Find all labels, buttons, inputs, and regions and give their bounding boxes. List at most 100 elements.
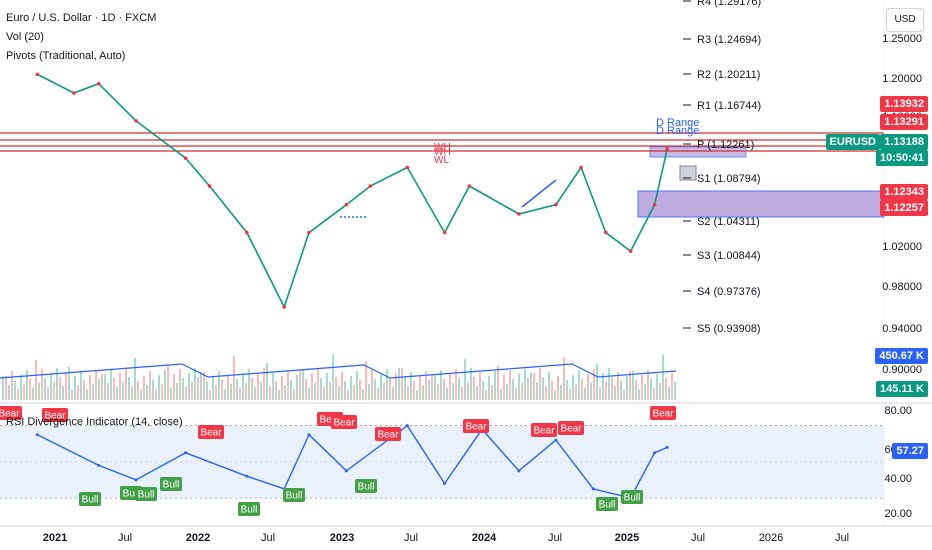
volume-bar: [131, 386, 133, 400]
volume-bar: [254, 387, 256, 400]
volume-bar: [671, 373, 673, 400]
volume-bar: [35, 360, 37, 400]
rsi-point: [517, 469, 521, 473]
volume-bar: [305, 379, 307, 400]
volume-bar: [302, 370, 304, 400]
volume-bar: [452, 383, 454, 400]
bull-tag: Bull: [160, 477, 182, 491]
volume-bar: [281, 376, 283, 400]
bear-tag-bg: [375, 427, 401, 441]
rsi-point: [307, 433, 311, 437]
bear-tag-label: Bear: [465, 422, 487, 433]
volume-bar: [449, 374, 451, 400]
volume-bar: [572, 375, 574, 400]
pivots-indicator-label[interactable]: Pivots (Traditional, Auto): [6, 50, 126, 62]
volume-bar: [524, 369, 526, 400]
volume-bar: [500, 389, 502, 400]
bull-tag: Bull: [596, 497, 618, 511]
volume-bar: [59, 377, 61, 400]
volume-bar: [638, 389, 640, 400]
volume-bar: [269, 386, 271, 400]
rsi-indicator-label[interactable]: RSI Divergence Indicator (14, close): [6, 416, 183, 428]
volume-bar: [128, 377, 130, 400]
bull-tag-label: Bull: [138, 490, 155, 501]
pivot-label: S5 (0.93908): [697, 323, 761, 335]
bull-tag-bg: [160, 477, 182, 491]
volume-bar: [497, 366, 499, 400]
volume-bar: [386, 369, 388, 400]
volume-bar: [116, 387, 118, 400]
pivot-label: P (1.12261): [697, 139, 754, 151]
bear-tag-bg: [531, 423, 557, 437]
bull-tag-bg: [135, 487, 157, 501]
volume-bar: [83, 380, 85, 400]
volume-bar: [668, 387, 670, 400]
price-tick-label: 0.90000: [882, 364, 922, 376]
volume-bar: [404, 377, 406, 400]
volume-bar: [536, 382, 538, 400]
rsi-point: [97, 463, 101, 467]
volume-bar: [218, 371, 220, 400]
time-tick-label: 2021: [43, 532, 67, 544]
volume-bar: [551, 381, 553, 400]
purple-zone: [637, 190, 885, 218]
price-badge: 1.13188: [880, 134, 928, 150]
bull-tag-label: Bull: [599, 500, 616, 511]
volume-indicator-label[interactable]: Vol (20): [6, 31, 44, 43]
volume-bar: [104, 374, 106, 400]
volume-bar: [485, 390, 487, 400]
bear-tag: Bear: [463, 419, 489, 433]
volume-bar: [392, 387, 394, 400]
volume-bar: [200, 372, 202, 400]
bear-tag: Bear: [375, 427, 401, 441]
volume-bar: [347, 390, 349, 400]
volume-bar: [431, 375, 433, 400]
trend-line: [521, 179, 557, 208]
volume-bar: [188, 373, 190, 400]
price-tick-label: 0.98000: [882, 281, 922, 293]
price-point: [35, 72, 40, 77]
bear-tag-label: Bear: [333, 418, 355, 429]
volume-bar: [395, 373, 397, 400]
volume-bar: [626, 376, 628, 400]
volume-bar: [458, 378, 460, 400]
volume-bar: [107, 383, 109, 400]
price-tick-label: 1.02000: [882, 241, 922, 253]
bull-tag-label: Bull: [358, 482, 375, 493]
time-axis[interactable]: 2021 Jul 2022 Jul 2023 Jul 2024 Jul 2025 Jul 2026 J…: [43, 532, 849, 544]
bull-tag: Bull: [238, 502, 260, 516]
pivot-levels: R4 (1.29176) R3 (1.24694) R2 (1.20211) R1 (…: [683, 0, 761, 335]
currency-button[interactable]: USD: [886, 8, 924, 32]
bear-tag: Bear: [198, 425, 224, 439]
volume-bar: [155, 389, 157, 400]
volume-bar: [509, 370, 511, 400]
volume-bar: [530, 373, 532, 400]
volume-bar: [323, 387, 325, 400]
volume-bar: [80, 371, 82, 400]
volume-bar: [554, 390, 556, 400]
volume-bar: [173, 374, 175, 400]
volume-bar: [413, 381, 415, 400]
volume-bar: [47, 387, 49, 400]
bear-tag-label: Bear: [652, 409, 674, 420]
price-point: [307, 230, 311, 235]
pivot-label: S4 (0.97376): [697, 286, 761, 298]
bear-tag: Bear: [558, 421, 584, 435]
volume-bar: [437, 384, 439, 400]
volume-bar: [251, 378, 253, 400]
volume-bar: [371, 370, 373, 400]
volume-bar: [113, 378, 115, 400]
volume-bar: [410, 372, 412, 400]
volume-bar: [167, 365, 169, 400]
bear-tag-bg: [0, 406, 22, 420]
rsi-point: [653, 451, 657, 455]
rsi-point: [245, 474, 249, 478]
volume-bar: [29, 379, 31, 400]
volume-bar: [584, 388, 586, 400]
bear-tag-label: Bear: [44, 411, 66, 422]
d-range-zone: [649, 146, 747, 158]
volume-bar: [563, 357, 565, 400]
rsi-point: [591, 487, 595, 491]
